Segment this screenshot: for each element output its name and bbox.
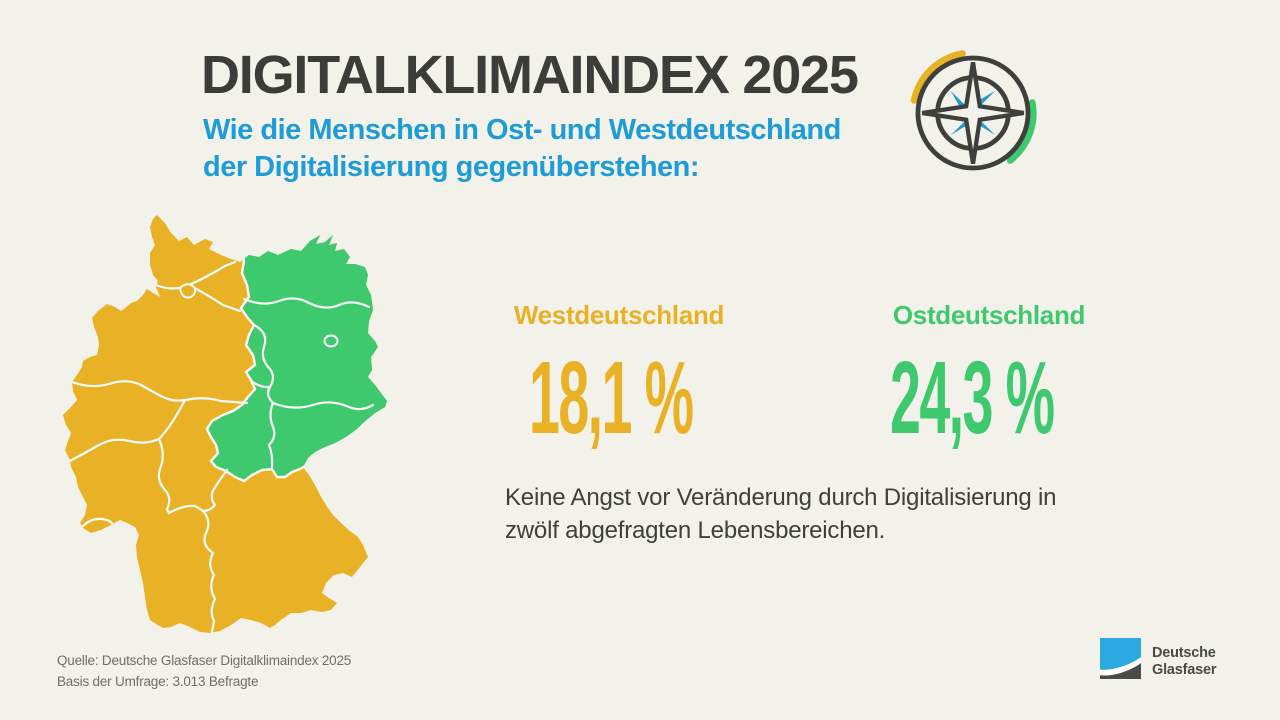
- compass-arc-yellow: [910, 50, 966, 104]
- compass-icon: [910, 50, 1037, 171]
- stat-east-value: 24,3 %: [890, 340, 1055, 455]
- source-note: Quelle: Deutsche Glasfaser Digitalklimai…: [57, 650, 351, 692]
- page-title: DIGITALKLIMAINDEX 2025: [201, 45, 859, 105]
- source-line-1: Quelle: Deutsche Glasfaser Digitalklimai…: [57, 653, 352, 668]
- compass-star: [921, 61, 1025, 165]
- germany-map: [63, 215, 387, 633]
- subtitle-line-1: Wie die Menschen in Ost- und Westdeutsch…: [203, 114, 841, 146]
- description-text: Keine Angst vor Veränderung durch Digita…: [505, 481, 1056, 547]
- description-line-1: Keine Angst vor Veränderung durch Digita…: [505, 484, 1057, 511]
- stat-east: Ostdeutschland 24,3 %: [821, 300, 1121, 449]
- state-border-lines-east: [242, 297, 375, 469]
- deutsche-glasfaser-logo: [1100, 638, 1141, 679]
- stat-west-label: Westdeutschland: [513, 300, 725, 330]
- state-berlin: [323, 334, 339, 348]
- logo-blue-wave: [1100, 638, 1141, 670]
- stat-west: Westdeutschland 18,1 %: [460, 300, 760, 449]
- compass-outer-ring: [915, 55, 1031, 171]
- stat-east-label: Ostdeutschland: [892, 300, 1086, 330]
- compass-arc-green: [1006, 99, 1037, 164]
- source-line-2: Basis der Umfrage: 3.013 Befragte: [57, 674, 259, 689]
- map-region-east: [205, 215, 387, 483]
- description-line-2: zwölf abgefragten Lebensbereichen.: [505, 517, 886, 544]
- brand-name: Deutsche Glasfaser: [1152, 645, 1217, 678]
- brand-name-line-2: Glasfaser: [1152, 661, 1217, 678]
- page-subtitle: Wie die Menschen in Ost- und Westdeutsch…: [203, 112, 841, 186]
- stat-west-value: 18,1 %: [529, 340, 694, 455]
- state-hamburg: [178, 283, 196, 299]
- subtitle-line-2: der Digitalisierung gegenüberstehen:: [203, 151, 700, 183]
- brand-name-line-1: Deutsche: [1152, 645, 1216, 661]
- compass-blue-point-nw: [950, 90, 968, 117]
